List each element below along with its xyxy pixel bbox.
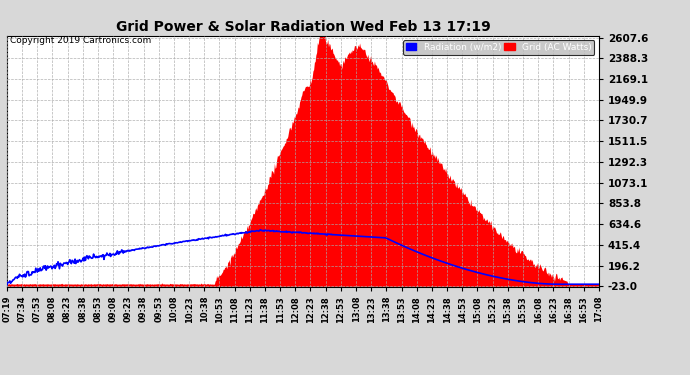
Legend: Radiation (w/m2), Grid (AC Watts): Radiation (w/m2), Grid (AC Watts) [403,40,594,54]
Title: Grid Power & Solar Radiation Wed Feb 13 17:19: Grid Power & Solar Radiation Wed Feb 13 … [115,21,491,34]
Text: Copyright 2019 Cartronics.com: Copyright 2019 Cartronics.com [10,36,152,45]
